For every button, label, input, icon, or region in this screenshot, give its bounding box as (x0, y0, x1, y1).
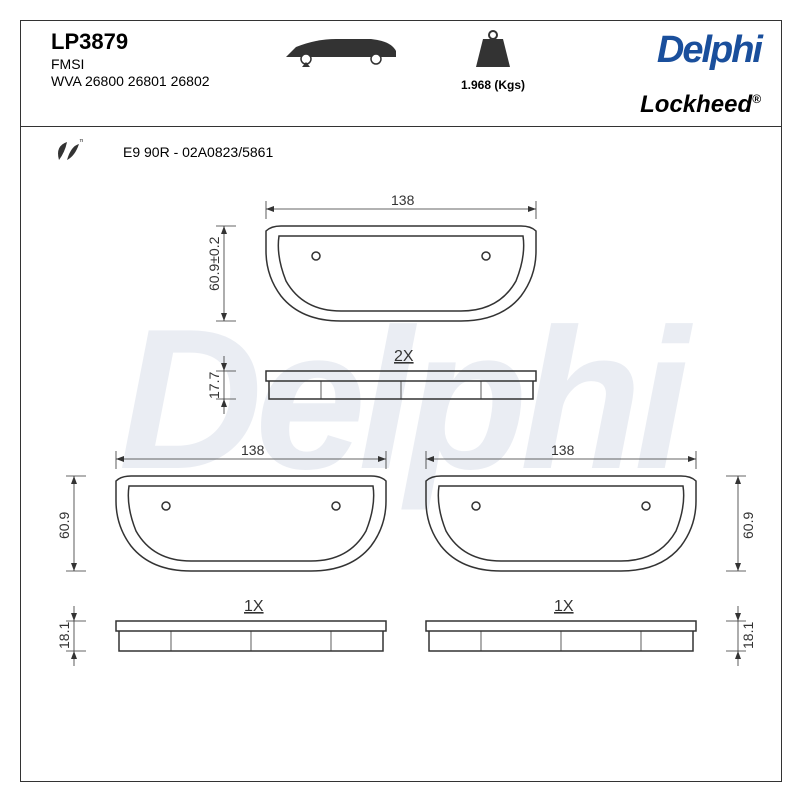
spec-sheet-frame: LP3879 FMSI WVA 26800 26801 26802 1.968 … (20, 20, 782, 782)
svg-text:60.9: 60.9 (740, 512, 756, 539)
svg-text:138: 138 (551, 442, 575, 458)
pad-bottom-left-face: 138 60.9 (56, 442, 386, 571)
svg-text:138: 138 (241, 442, 265, 458)
svg-text:60.9±0.2: 60.9±0.2 (206, 236, 222, 291)
pad-top-side: 2X 17.7 (206, 348, 536, 414)
fmsi-label: FMSI (51, 56, 84, 72)
pad-bottom-right-face: 138 60.9 (426, 442, 756, 571)
pad-top-face: 138 60.9±0.2 (206, 192, 536, 321)
svg-text:17.7: 17.7 (206, 372, 222, 399)
svg-text:1X: 1X (244, 598, 264, 615)
part-number: LP3879 (51, 29, 128, 55)
pad-bottom-right-side: 1X 18.1 (426, 598, 756, 666)
svg-text:60.9: 60.9 (56, 512, 72, 539)
pad-bottom-left-side: 1X 18.1 (56, 598, 386, 666)
certification-row: ™ E9 90R - 02A0823/5861 (51, 136, 273, 168)
brand-logo: Delphi (657, 29, 761, 72)
svg-text:18.1: 18.1 (56, 622, 72, 649)
car-front-axle-icon (276, 29, 406, 74)
weight-value: 1.968 (Kgs) (461, 78, 525, 92)
wva-codes: WVA 26800 26801 26802 (51, 73, 210, 89)
footer-brand: Lockheed® (640, 91, 761, 119)
svg-text:138: 138 (391, 192, 415, 208)
technical-drawing: 138 60.9±0.2 2X (21, 181, 781, 761)
svg-text:1X: 1X (554, 598, 574, 615)
eco-leaf-icon: ™ (51, 136, 83, 168)
svg-text:2X: 2X (394, 348, 414, 365)
svg-text:18.1: 18.1 (740, 622, 756, 649)
svg-text:™: ™ (79, 139, 83, 146)
weight-icon: 1.968 (Kgs) (461, 29, 525, 92)
certification-code: E9 90R - 02A0823/5861 (123, 144, 273, 160)
